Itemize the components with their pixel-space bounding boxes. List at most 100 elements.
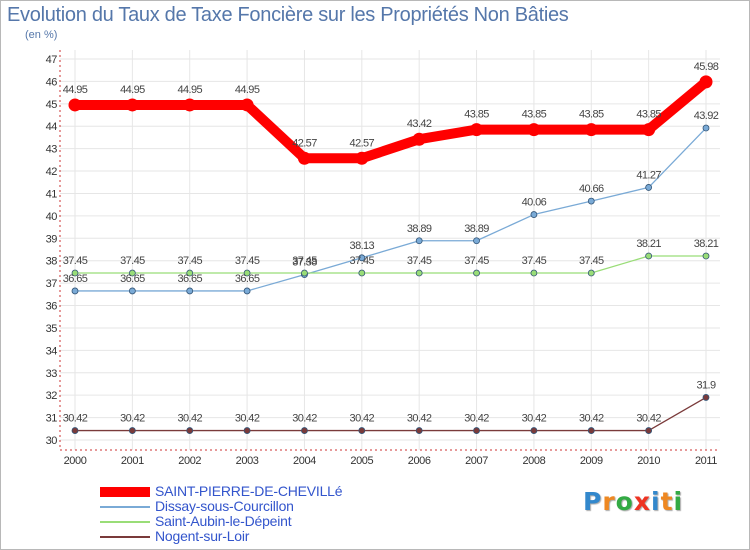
data-point	[71, 269, 79, 277]
data-point	[587, 269, 595, 277]
data-point	[473, 427, 480, 434]
legend-swatch	[100, 487, 150, 497]
data-label: 30.42	[579, 413, 604, 425]
logo-letter: o	[615, 487, 634, 516]
data-label: 37.38	[292, 257, 317, 269]
data-label: 44.95	[177, 84, 202, 96]
data-point	[412, 132, 426, 146]
data-point	[71, 287, 79, 295]
data-label: 30.42	[522, 413, 547, 425]
data-label: 30.42	[63, 413, 88, 425]
y-tick-label: 37	[46, 278, 58, 290]
logo-letter: t	[660, 487, 674, 516]
data-label: 30.42	[464, 413, 489, 425]
data-point	[415, 237, 423, 245]
data-point	[702, 394, 710, 401]
y-tick-label: 30	[46, 435, 58, 447]
y-tick-label: 35	[46, 323, 58, 335]
data-label: 36.65	[177, 273, 202, 285]
y-tick-label: 39	[46, 233, 58, 245]
data-label: 37.45	[407, 255, 432, 267]
data-label: 31.9	[696, 379, 715, 391]
data-point	[297, 151, 311, 165]
chart-unit-label: (en %)	[25, 29, 58, 41]
data-point	[186, 269, 194, 277]
y-tick-label: 41	[46, 188, 58, 200]
data-point	[358, 427, 366, 434]
grid-lines	[60, 50, 720, 450]
data-label: 38.21	[694, 238, 719, 250]
data-label: 38.89	[407, 223, 432, 235]
x-tick-label: 2006	[408, 455, 431, 467]
data-label: 42.57	[350, 137, 375, 149]
data-label: 37.45	[120, 255, 145, 267]
data-label: 37.45	[579, 255, 604, 267]
data-point	[186, 427, 194, 434]
data-label: 30.42	[292, 413, 317, 425]
data-label: 44.95	[235, 84, 260, 96]
data-label: 40.06	[522, 197, 547, 209]
series-nogent-sur-loir	[71, 394, 710, 434]
data-label: 30.42	[407, 413, 432, 425]
data-label: 37.45	[464, 255, 489, 267]
data-point	[186, 287, 194, 295]
data-label: 43.92	[694, 110, 719, 122]
y-tick-label: 32	[46, 390, 58, 402]
x-tick-label: 2010	[637, 455, 660, 467]
data-point	[530, 269, 538, 277]
legend-swatch	[100, 521, 150, 523]
data-label: 36.65	[120, 273, 145, 285]
data-label: 41.27	[636, 169, 661, 181]
y-tick-label: 45	[46, 99, 58, 111]
data-point	[68, 98, 82, 112]
logo-letter: i	[651, 487, 661, 516]
series-saint-pierre-de-chevill-	[68, 75, 713, 165]
data-label: 30.42	[235, 413, 260, 425]
y-tick-label: 43	[46, 144, 58, 156]
x-tick-label: 2009	[580, 455, 603, 467]
data-label: 30.42	[350, 413, 375, 425]
y-tick-label: 46	[46, 76, 58, 88]
data-labels: 36.65 36.65 36.65 36.65 37.38 38.13 38.89 38.89…	[63, 110, 720, 285]
legend-swatch	[100, 506, 150, 508]
x-tick-label: 2001	[121, 455, 144, 467]
data-point	[71, 427, 79, 434]
data-label: 37.45	[350, 255, 375, 267]
data-point	[301, 427, 308, 434]
data-label: 40.66	[579, 183, 604, 195]
data-point	[702, 124, 710, 132]
data-point	[584, 123, 598, 137]
data-point	[530, 427, 538, 434]
logo-letter: x	[633, 487, 651, 516]
data-label: 30.42	[120, 413, 145, 425]
data-point	[702, 252, 710, 260]
data-point	[530, 211, 538, 218]
y-tick-label: 36	[46, 301, 58, 313]
logo-letter: i	[673, 487, 684, 516]
data-label: 38.89	[464, 223, 489, 235]
data-point	[473, 237, 480, 245]
series-line	[74, 396, 707, 432]
data-point	[243, 427, 251, 434]
x-tick-label: 2011	[695, 455, 717, 467]
data-label: 37.45	[522, 255, 547, 267]
data-point	[125, 98, 139, 112]
data-point	[470, 123, 484, 137]
data-labels: 37.45 37.45 37.45 37.45 37.45 37.45 37.45 37.45…	[63, 238, 720, 267]
data-labels: 44.95 44.95 44.95 44.95 42.57 42.57 43.42 43.85…	[63, 61, 720, 149]
legend-swatch	[100, 536, 150, 538]
data-label: 36.65	[63, 273, 88, 285]
data-point	[358, 254, 366, 262]
legend-label: SAINT-PIERRE-DE-CHEVILLé	[155, 483, 343, 499]
x-tick-label: 2007	[465, 455, 488, 467]
data-point	[645, 427, 653, 434]
legend-label: Nogent-sur-Loir	[155, 528, 250, 544]
data-label: 37.45	[235, 255, 260, 267]
x-tick-label: 2003	[236, 455, 259, 467]
data-label: 38.21	[636, 238, 661, 250]
data-point	[183, 98, 197, 112]
data-label: 43.85	[579, 109, 604, 121]
series-dissay-sous-courcillon	[71, 124, 710, 295]
data-labels: 30.42 30.42 30.42 30.42 30.42 30.42 30.42 30.42…	[63, 379, 717, 425]
